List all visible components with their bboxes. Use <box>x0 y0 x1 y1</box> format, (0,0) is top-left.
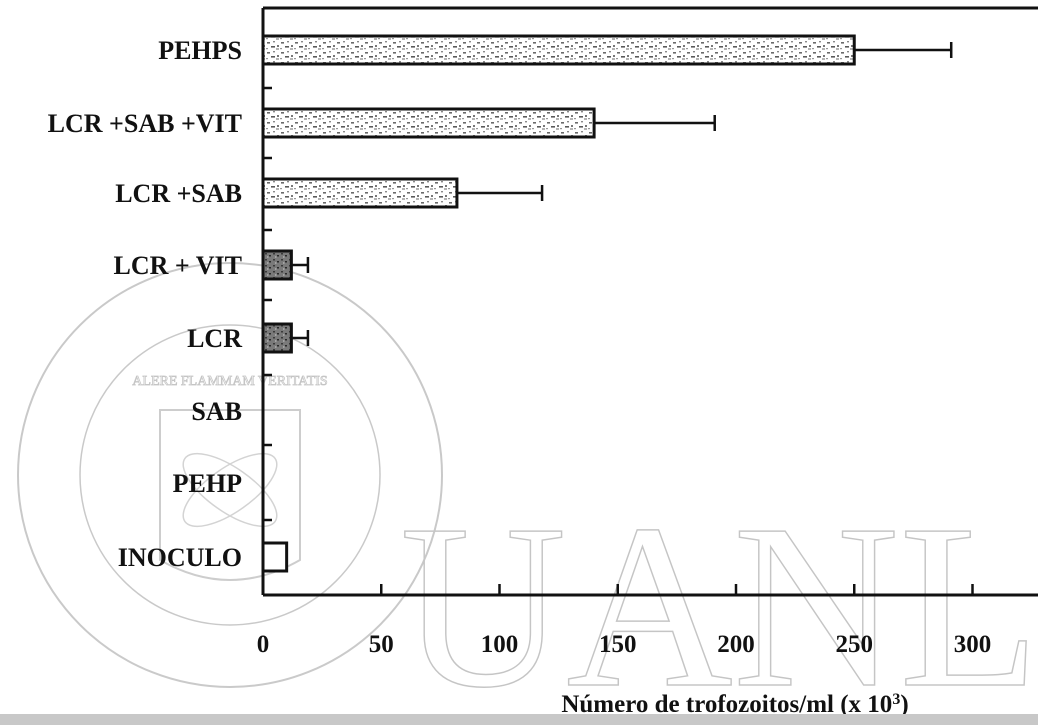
category-label: LCR +SAB +VIT <box>48 109 242 138</box>
category-label: PEHP <box>173 469 242 498</box>
watermark-letters: UANL <box>400 476 1038 725</box>
bar <box>261 34 856 66</box>
category-label: LCR +SAB <box>115 179 242 208</box>
category-label: PEHPS <box>158 36 242 65</box>
category-label: LCR <box>187 324 242 353</box>
bar <box>261 177 459 209</box>
bar <box>261 541 289 573</box>
x-tick-label: 50 <box>369 631 394 658</box>
category-label: INOCULO <box>118 543 242 572</box>
x-tick-label: 0 <box>257 631 270 658</box>
watermark-motto: ALERE FLAMMAM VERITATIS <box>132 374 327 389</box>
x-tick-label: 100 <box>481 631 519 658</box>
category-label: LCR + VIT <box>114 251 242 280</box>
x-tick-label: 250 <box>836 631 874 658</box>
category-label: SAB <box>191 397 242 426</box>
bar <box>261 107 596 139</box>
bar <box>261 249 293 281</box>
x-tick-label: 150 <box>599 631 637 658</box>
footer-band <box>0 714 1038 725</box>
x-tick-label: 200 <box>717 631 755 658</box>
x-tick-label: 300 <box>954 631 992 658</box>
axes-layer <box>261 6 1038 597</box>
watermark-seal: ALERE FLAMMAM VERITATIS UANL <box>17 262 1038 725</box>
bar <box>261 322 293 354</box>
x-axis-title: Número de trofozoitos/ml (x 103) <box>561 691 908 719</box>
labels-layer: 0 50 100 150 200 250 300 PEHPS LCR +SAB +VIT LCR … <box>48 36 992 718</box>
